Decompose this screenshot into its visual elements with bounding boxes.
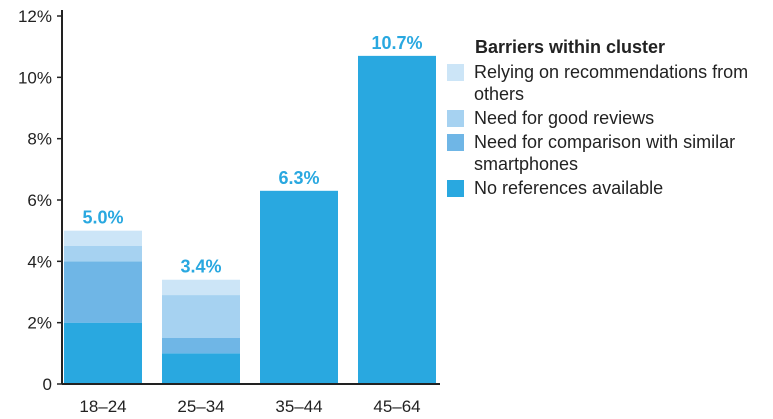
- total-label-25–34: 3.4%: [180, 257, 221, 277]
- legend-title: Barriers within cluster: [475, 37, 666, 57]
- total-label-35–44: 6.3%: [278, 168, 319, 188]
- bar-segment-25–34-s1: [162, 338, 240, 354]
- legend-label-comparison: Need for comparison with similar smartph…: [474, 132, 736, 174]
- total-label-18–24: 5.0%: [82, 208, 123, 228]
- legend-item-comparison: Need for comparison with similar smartph…: [447, 131, 767, 175]
- total-label-45–64: 10.7%: [371, 33, 422, 53]
- bars: [64, 55, 436, 384]
- y-tick-label: 0: [43, 375, 52, 394]
- legend-label-no-references: No references available: [474, 178, 664, 198]
- bar-segment-35–44-s0: [260, 190, 338, 384]
- bar-segment-18–24-s2: [64, 246, 142, 262]
- legend-swatch-comparison: [447, 134, 464, 151]
- y-tick-label: 8%: [27, 130, 52, 149]
- total-labels: 5.0% 3.4% 6.3% 10.7%: [82, 33, 422, 277]
- legend-item-no-references: No references available: [447, 177, 767, 199]
- bar-segment-25–34-s3: [162, 279, 240, 296]
- y-tick-label: 10%: [18, 68, 52, 87]
- legend-label-recommendations: Relying on recommendations from others: [474, 62, 749, 104]
- bar-segment-25–34-s0: [162, 353, 240, 384]
- y-tick-label: 6%: [27, 191, 52, 210]
- y-tick-label: 2%: [27, 314, 52, 333]
- y-tick-label: 12%: [18, 7, 52, 26]
- legend-swatch-no-references: [447, 180, 464, 197]
- x-axis: 18–24 25–34 35–44 45–64: [62, 383, 440, 416]
- x-tick-label-45–64: 45–64: [373, 397, 420, 416]
- x-tick-label-25–34: 25–34: [177, 397, 224, 416]
- bar-segment-18–24-s0: [64, 322, 142, 384]
- legend-label-reviews: Need for good reviews: [474, 108, 655, 128]
- y-tick-label: 4%: [27, 252, 52, 271]
- legend-item-recommendations: Relying on recommendations from others: [447, 61, 767, 105]
- y-axis: 0 2% 4% 6% 8% 10% 12%: [18, 7, 63, 394]
- x-tick-label-35–44: 35–44: [275, 397, 322, 416]
- legend-swatch-recommendations: [447, 64, 464, 81]
- bar-segment-45–64-s0: [358, 55, 436, 384]
- legend-item-reviews: Need for good reviews: [447, 107, 767, 129]
- bar-segment-18–24-s1: [64, 261, 142, 323]
- legend-swatch-reviews: [447, 110, 464, 127]
- legend: Barriers within cluster Relying on recom…: [447, 36, 767, 201]
- bar-segment-25–34-s2: [162, 295, 240, 338]
- bar-segment-18–24-s3: [64, 230, 142, 246]
- x-tick-label-18–24: 18–24: [79, 397, 126, 416]
